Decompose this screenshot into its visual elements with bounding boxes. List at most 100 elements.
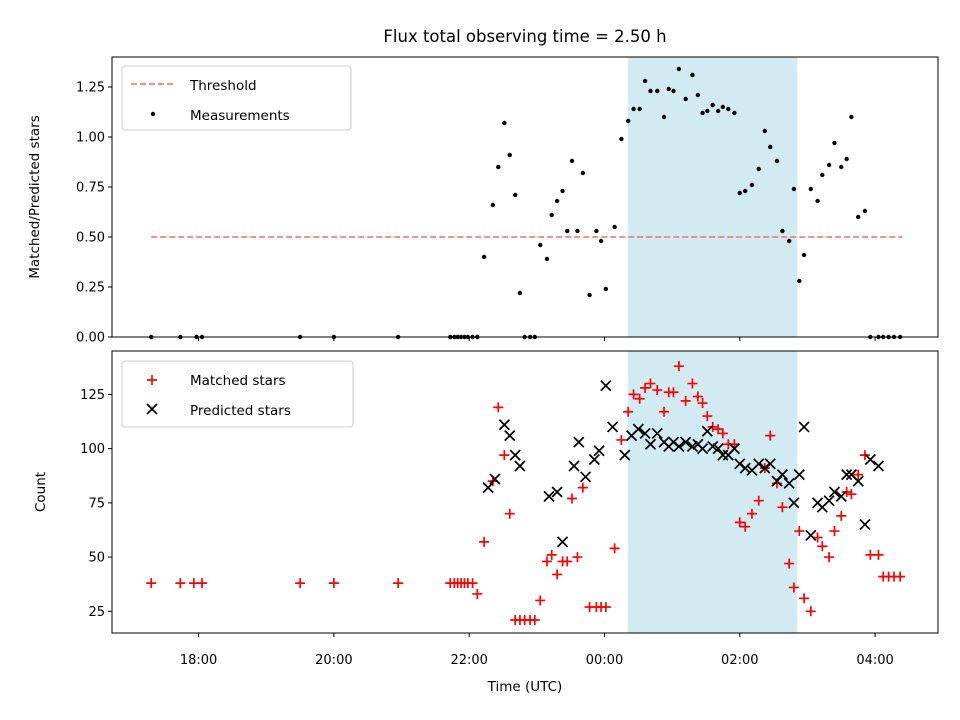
x-tick-label: 02:00 (721, 653, 758, 668)
measurement-point (786, 238, 792, 244)
predicted-star-point (568, 460, 580, 472)
measurement-point (801, 252, 807, 258)
predicted-star-point (872, 460, 885, 472)
legend-threshold-label: Threshold (189, 78, 257, 94)
predicted-star-point (823, 495, 835, 507)
predicted-star-point (788, 497, 800, 509)
top-y-axis: 0.00 0.25 0.50 0.75 1.00 1.25 (76, 81, 112, 346)
matched-star-point (717, 428, 728, 439)
x-tick-label: 18:00 (180, 653, 217, 668)
matched-star-point (479, 536, 490, 547)
matched-star-point (196, 578, 207, 589)
measurement-point (690, 72, 695, 78)
predicted-star-point (680, 436, 692, 448)
matched-star-point (499, 450, 510, 461)
matched-star-point (529, 614, 540, 625)
top-y-tick-label: 0.75 (76, 181, 105, 196)
top-shaded-span (628, 57, 798, 337)
matched-star-point (817, 541, 828, 552)
measurement-point (517, 290, 523, 296)
predicted-star-point (805, 529, 817, 541)
measurement-point (554, 198, 560, 204)
predicted-star-point (543, 490, 555, 502)
measurement-point (655, 88, 660, 94)
predicted-star-point (764, 458, 776, 470)
predicted-star-point (639, 427, 651, 440)
legend-measurements-swatch (150, 111, 156, 117)
bottom-legend: Matched stars Predicted stars (121, 360, 354, 428)
matched-star-point (600, 601, 611, 612)
bottom-y-tick-label: 75 (88, 496, 105, 511)
top-y-tick-label: 0.25 (76, 281, 105, 296)
predicted-star-point (489, 473, 501, 485)
matched-star-point (812, 532, 823, 543)
measurement-point (737, 190, 742, 196)
measurement-point (826, 162, 832, 168)
measurement-point (580, 170, 586, 176)
measurement-point (661, 114, 667, 120)
measurement-point (815, 198, 820, 204)
measurement-point (797, 278, 802, 284)
matched-star-point (794, 526, 805, 537)
matched-star-point (562, 556, 573, 567)
matched-star-point (836, 510, 847, 521)
measurement-point (642, 78, 648, 84)
predicted-star-point (498, 419, 510, 431)
bottom-y-tick-label: 50 (88, 551, 105, 566)
matched-star-point (673, 361, 684, 372)
top-y-tick-label: 0.00 (76, 331, 105, 346)
predicted-star-point (644, 438, 657, 450)
legend-matched-swatch (147, 375, 157, 385)
measurement-point (544, 256, 550, 262)
measurement-point (549, 212, 554, 218)
matched-star-point (788, 582, 799, 593)
predicted-star-point (717, 449, 729, 461)
predicted-star-point (753, 458, 765, 470)
measurement-point (705, 108, 710, 114)
predicted-star-point (673, 440, 685, 453)
matched-star-point (659, 406, 670, 417)
matched-star-point (713, 424, 724, 435)
matched-star-point (784, 558, 795, 569)
measurement-point (720, 104, 726, 110)
predicted-star-point (841, 469, 853, 481)
measurement-point (710, 102, 715, 108)
predicted-star-point (739, 462, 751, 474)
matched-star-point (328, 578, 339, 589)
measurement-point (666, 86, 671, 92)
matched-star-point (175, 578, 186, 589)
predicted-star-point (593, 445, 605, 457)
predicted-star-point (551, 486, 563, 498)
measurement-point (726, 106, 731, 112)
matched-star-point (623, 406, 634, 417)
predicted-star-point (864, 453, 876, 466)
measurement-point (774, 158, 780, 164)
matched-star-point (628, 389, 639, 400)
bottom-y-axis: 25 50 75 100 125 (80, 388, 112, 620)
predicted-star-point (588, 453, 600, 466)
matched-star-point (546, 549, 557, 560)
measurement-point (565, 228, 570, 234)
measurement-point (594, 228, 599, 234)
matched-star-point (393, 578, 404, 589)
matched-star-point (692, 391, 703, 402)
matched-star-point (295, 578, 306, 589)
matched-star-point (609, 543, 620, 554)
measurement-point (820, 172, 825, 178)
predicted-star-point (579, 471, 592, 483)
measurement-point (619, 136, 624, 142)
predicted-star-point (728, 443, 740, 455)
measurement-point (768, 144, 773, 150)
x-tick-label: 20:00 (315, 653, 352, 668)
legend-matched-label: Matched stars (190, 373, 286, 389)
predicted-star-point (828, 486, 841, 498)
legend-predicted-label: Predicted stars (190, 403, 291, 419)
measurement-point (844, 156, 849, 162)
measurement-point (671, 88, 676, 94)
measurement-point (587, 292, 592, 298)
measurement-point (490, 202, 496, 208)
predicted-star-point (632, 423, 644, 435)
predicted-star-point (482, 482, 494, 494)
measurement-point (791, 186, 797, 192)
x-tick-label: 22:00 (450, 653, 487, 668)
